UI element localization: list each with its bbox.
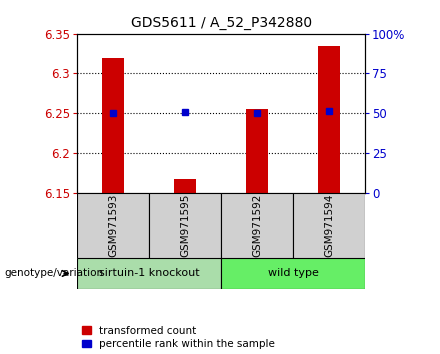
Bar: [77, 193, 149, 258]
Text: GSM971592: GSM971592: [252, 194, 262, 257]
Bar: [221, 258, 365, 289]
Bar: [221, 193, 293, 258]
Text: GSM971594: GSM971594: [324, 194, 334, 257]
Text: GSM971593: GSM971593: [108, 194, 118, 257]
Bar: [293, 193, 365, 258]
Text: wild type: wild type: [268, 268, 319, 279]
Text: sirtuin-1 knockout: sirtuin-1 knockout: [99, 268, 199, 279]
Bar: [102, 57, 124, 193]
Bar: [174, 179, 196, 193]
Bar: [149, 193, 221, 258]
Text: genotype/variation: genotype/variation: [4, 268, 103, 279]
Bar: [319, 46, 340, 193]
Text: GSM971595: GSM971595: [180, 194, 190, 257]
Legend: transformed count, percentile rank within the sample: transformed count, percentile rank withi…: [82, 326, 275, 349]
Title: GDS5611 / A_52_P342880: GDS5611 / A_52_P342880: [131, 16, 312, 30]
Bar: [77, 258, 221, 289]
Bar: [246, 109, 268, 193]
